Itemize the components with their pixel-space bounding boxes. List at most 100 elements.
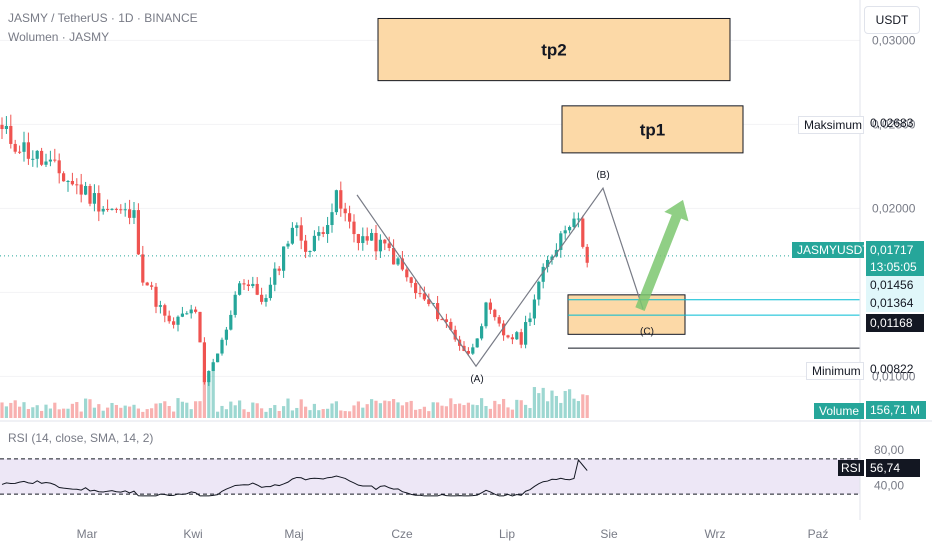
volume-bar <box>260 408 264 418</box>
volume-bar <box>185 402 189 418</box>
volume-bar <box>4 406 8 418</box>
candle <box>220 339 224 354</box>
volume-bar <box>141 411 145 418</box>
candle <box>176 316 180 325</box>
candle <box>75 184 79 186</box>
volume-bar <box>312 403 316 418</box>
volume-bar <box>396 402 400 418</box>
volume-bar <box>40 410 44 418</box>
volume-bar <box>119 407 123 418</box>
max-value: 0,02683 <box>870 116 914 130</box>
candle <box>515 332 519 340</box>
volume-bar <box>84 398 88 418</box>
volume-bar <box>563 390 567 418</box>
candle <box>519 332 523 345</box>
volume-bar <box>273 405 277 418</box>
candle <box>18 151 22 153</box>
volume-bar <box>449 398 453 418</box>
volume-bar <box>110 402 114 418</box>
y-tick-label: 0,01000 <box>872 369 916 383</box>
volume-bar <box>92 407 96 418</box>
volume-bar <box>106 407 110 418</box>
volume-bar <box>524 404 528 418</box>
volume-bar <box>387 401 391 418</box>
candle <box>585 246 589 263</box>
candle <box>110 208 114 210</box>
candle <box>242 283 246 285</box>
min-label: Minimum <box>806 362 864 380</box>
candle <box>418 293 422 295</box>
volume-bar <box>22 402 26 418</box>
volume-bar <box>343 411 347 418</box>
candle <box>431 303 435 305</box>
candle <box>97 193 101 212</box>
volume-bar <box>198 401 202 418</box>
candle <box>348 213 352 222</box>
candle <box>35 150 39 159</box>
candle <box>198 311 202 343</box>
candle <box>532 299 536 319</box>
candle <box>57 160 61 174</box>
candle <box>207 370 211 383</box>
candle <box>475 338 479 348</box>
volume-bar <box>414 409 418 418</box>
volume-bar <box>132 404 136 418</box>
volume-bar <box>422 406 426 418</box>
volume-bar <box>290 410 294 418</box>
candle <box>290 227 294 244</box>
candle <box>286 243 290 247</box>
volume-bar <box>286 398 290 418</box>
volume-bar <box>62 408 66 418</box>
candle <box>396 258 400 265</box>
volume-bar <box>510 409 514 418</box>
volume-bar <box>559 402 563 418</box>
candle <box>158 305 162 307</box>
volume-bar <box>471 404 475 418</box>
wave-label: (C) <box>640 326 654 337</box>
candle <box>339 190 343 209</box>
volume-bar <box>180 401 184 418</box>
candle <box>163 305 167 316</box>
volume-bar <box>356 401 360 418</box>
candle <box>312 235 316 252</box>
volume-bar <box>35 405 39 418</box>
volume-bar <box>207 373 211 418</box>
x-tick-label: Paź <box>808 527 829 541</box>
volume-bar <box>189 409 193 418</box>
candle <box>189 309 193 314</box>
volume-bar <box>246 411 250 418</box>
volume-title: Wolumen · JASMY <box>8 30 110 44</box>
candle <box>101 208 105 212</box>
candle <box>141 254 145 283</box>
volume-bar <box>233 405 237 418</box>
candle <box>572 218 576 227</box>
candle <box>334 190 338 213</box>
countdown-tag: 13:05:05 <box>866 258 924 276</box>
candle <box>84 185 88 195</box>
candle <box>484 302 488 327</box>
candle <box>488 302 492 310</box>
volume-bar <box>550 390 554 418</box>
candle <box>26 142 30 159</box>
currency-button[interactable]: USDT <box>864 6 920 34</box>
candle <box>31 158 35 160</box>
volume-bar <box>13 400 17 418</box>
y-tick-label: 0,03000 <box>872 33 916 47</box>
volume-bar <box>352 405 356 418</box>
volume-bar <box>79 411 83 418</box>
candle <box>255 283 259 295</box>
candle <box>123 209 127 211</box>
candle <box>194 309 198 312</box>
volume-bar <box>497 404 501 418</box>
candle <box>273 268 277 285</box>
candle <box>387 243 391 248</box>
volume-bar <box>528 408 532 418</box>
volume-bar <box>128 406 132 418</box>
volume-bar <box>409 400 413 418</box>
volume-bar <box>145 409 149 418</box>
volume-bar <box>176 398 180 418</box>
volume-bar <box>339 410 343 418</box>
x-tick-label: Sie <box>600 527 618 541</box>
volume-bar <box>427 411 431 418</box>
